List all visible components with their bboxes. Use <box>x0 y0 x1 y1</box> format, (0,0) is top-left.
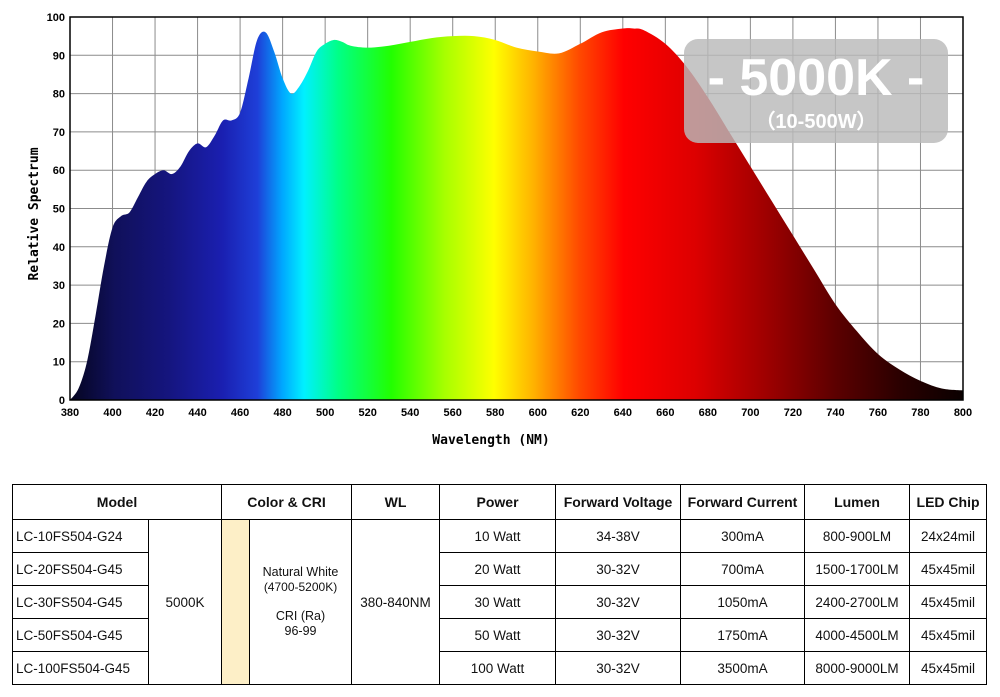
y-tick-label: 90 <box>53 50 65 62</box>
y-tick-label: 20 <box>53 318 65 330</box>
x-tick-label: 640 <box>614 407 632 419</box>
cell-lumen: 8000-9000LM <box>804 651 911 685</box>
x-tick-label: 440 <box>188 407 206 419</box>
cell-lumen: 800-900LM <box>804 519 911 553</box>
spec-table: Model Color & CRI WL Power Forward Volta… <box>11 484 988 685</box>
cell-model: LC-50FS504-G45 <box>12 618 149 652</box>
x-tick-label: 400 <box>103 407 121 419</box>
cell-power: 100 Watt <box>439 651 557 685</box>
cell-cct: 5000K <box>147 519 223 685</box>
header-power: Power <box>439 484 557 520</box>
cell-voltage: 30-32V <box>555 618 682 652</box>
spectrum-chart: 0 10 20 30 40 50 60 70 80 90 100 380 400 420 440 460 48… <box>27 12 972 448</box>
x-tick-label: 700 <box>741 407 759 419</box>
x-tick-label: 620 <box>571 407 589 419</box>
y-tick-label: 60 <box>53 165 65 177</box>
x-tick-labels: 380 400 420 440 460 480 500 520 540 560 580 600 620 6… <box>61 407 972 419</box>
y-tick-label: 50 <box>53 204 65 216</box>
cell-lumen: 1500-1700LM <box>804 552 911 586</box>
cell-power: 30 Watt <box>439 585 557 619</box>
cell-current: 300mA <box>680 519 806 553</box>
plot-frame <box>69 16 964 401</box>
x-tick-label: 780 <box>911 407 929 419</box>
spectrum-area <box>70 28 963 400</box>
cell-chip: 45x45mil <box>909 585 988 619</box>
cell-current: 1750mA <box>680 618 806 652</box>
header-color-cri: Color & CRI <box>221 484 353 520</box>
x-tick-label: 660 <box>656 407 674 419</box>
x-axis-title: Wavelength (NM) <box>432 433 549 448</box>
x-tick-label: 480 <box>273 407 291 419</box>
y-tick-label: 0 <box>59 395 65 407</box>
cell-chip: 45x45mil <box>909 552 988 586</box>
y-tick-label: 10 <box>53 357 65 369</box>
y-tick-label: 40 <box>53 242 65 254</box>
y-tick-label: 100 <box>47 12 65 24</box>
cell-current: 3500mA <box>680 651 806 685</box>
cell-voltage: 34-38V <box>555 519 682 553</box>
x-tick-label: 560 <box>444 407 462 419</box>
x-tick-label: 540 <box>401 407 419 419</box>
color-name: Natural White <box>262 565 339 579</box>
cell-chip: 24x24mil <box>909 519 988 553</box>
table-row: LC-30FS504-G45 30 Watt 30-32V 1050mA 240… <box>12 585 988 619</box>
header-forward-voltage: Forward Voltage <box>555 484 682 520</box>
x-tick-label: 380 <box>61 407 79 419</box>
badge-sub-text: （10-500W） <box>755 110 876 133</box>
cell-model: LC-10FS504-G24 <box>12 519 149 553</box>
cell-current: 700mA <box>680 552 806 586</box>
header-model: Model <box>11 484 223 520</box>
x-tick-label: 580 <box>486 407 504 419</box>
cell-model: LC-100FS504-G45 <box>12 651 149 685</box>
cell-color-cri: Natural White (4700-5200K) CRI (Ra) 96-9… <box>249 519 353 685</box>
color-swatch <box>221 519 251 685</box>
header-led-chip: LED Chip <box>909 484 988 520</box>
y-tick-label: 80 <box>53 89 65 101</box>
x-tick-label: 720 <box>784 407 802 419</box>
badge-main-text: - 5000K - <box>708 49 925 107</box>
cri-label: CRI (Ra) <box>275 609 326 623</box>
cell-model: LC-30FS504-G45 <box>12 585 149 619</box>
x-tick-label: 760 <box>869 407 887 419</box>
cell-lumen: 4000-4500LM <box>804 618 911 652</box>
color-range: (4700-5200K) <box>263 580 338 594</box>
cell-current: 1050mA <box>680 585 806 619</box>
cell-model: LC-20FS504-G45 <box>12 552 149 586</box>
y-tick-labels: 0 10 20 30 40 50 60 70 80 90 100 <box>47 12 65 407</box>
cell-chip: 45x45mil <box>909 618 988 652</box>
cell-voltage: 30-32V <box>555 585 682 619</box>
x-tick-label: 420 <box>146 407 164 419</box>
x-tick-label: 460 <box>231 407 249 419</box>
y-tick-label: 70 <box>53 127 65 139</box>
y-tick-label: 30 <box>53 280 65 292</box>
header-wl: WL <box>351 484 441 520</box>
cell-chip: 45x45mil <box>909 651 988 685</box>
cell-power: 20 Watt <box>439 552 557 586</box>
table-row: LC-20FS504-G45 20 Watt 30-32V 700mA 1500… <box>12 552 988 586</box>
header-lumen: Lumen <box>804 484 911 520</box>
table-row: LC-50FS504-G45 50 Watt 30-32V 1750mA 400… <box>12 618 988 652</box>
x-tick-label: 500 <box>316 407 334 419</box>
cct-badge: - 5000K - （10-500W） <box>684 39 948 143</box>
x-tick-label: 740 <box>826 407 844 419</box>
x-tick-label: 680 <box>699 407 717 419</box>
header-forward-current: Forward Current <box>680 484 806 520</box>
y-axis-title: Relative Spectrum <box>27 147 42 280</box>
x-tick-label: 800 <box>954 407 972 419</box>
cell-lumen: 2400-2700LM <box>804 585 911 619</box>
cell-power: 10 Watt <box>439 519 557 553</box>
x-tick-label: 520 <box>358 407 376 419</box>
table-header-row: Model Color & CRI WL Power Forward Volta… <box>11 484 988 520</box>
table-row: LC-100FS504-G45 100 Watt 30-32V 3500mA 8… <box>12 651 988 685</box>
x-tick-label: 600 <box>529 407 547 419</box>
cell-wl: 380-840NM <box>351 519 441 685</box>
cri-value: 96-99 <box>284 624 317 638</box>
cell-voltage: 30-32V <box>555 552 682 586</box>
cell-voltage: 30-32V <box>555 651 682 685</box>
cell-power: 50 Watt <box>439 618 557 652</box>
table-row: LC-10FS504-G24 5000K Natural White (4700… <box>12 519 988 685</box>
